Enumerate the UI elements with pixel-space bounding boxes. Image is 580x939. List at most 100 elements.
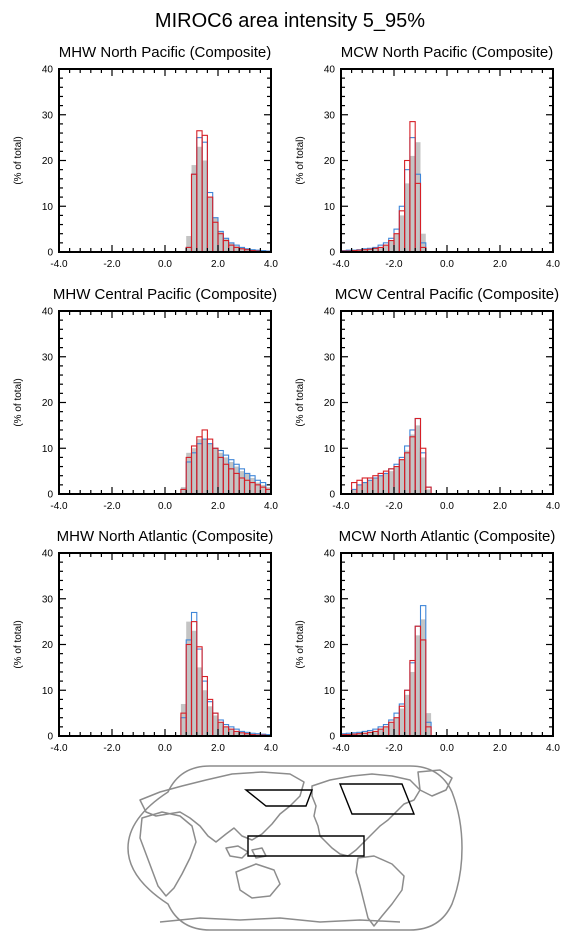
x-tick-label: 4.0 bbox=[546, 743, 560, 754]
histogram-bar bbox=[409, 671, 416, 736]
y-tick-label: 10 bbox=[324, 686, 336, 697]
y-axis-label: (% of total) bbox=[13, 136, 24, 184]
histogram-bar bbox=[218, 231, 224, 252]
coastline-australia bbox=[235, 863, 281, 899]
histogram-bar bbox=[244, 473, 250, 494]
histogram-bar bbox=[415, 425, 421, 494]
region-north-atlantic bbox=[338, 783, 416, 815]
histogram-bar bbox=[425, 489, 432, 494]
y-tick-label: 0 bbox=[329, 248, 335, 259]
histogram-bar bbox=[399, 459, 405, 494]
histogram-panel: MHW Central Pacific (Composite) (% of tot… bbox=[13, 286, 278, 512]
histogram-bar bbox=[239, 247, 245, 252]
panel-title: MHW North Pacific (Composite) bbox=[59, 44, 272, 61]
histogram-bar bbox=[356, 733, 363, 736]
histogram-bar bbox=[191, 448, 197, 494]
histogram-bar bbox=[351, 733, 357, 736]
y-tick-label: 10 bbox=[42, 444, 54, 455]
histogram-bar bbox=[362, 732, 368, 736]
region-north-pacific bbox=[244, 789, 314, 807]
histogram-bar bbox=[191, 165, 197, 252]
histogram-panel: MHW North Pacific (Composite) (% of total… bbox=[13, 44, 278, 270]
x-tick-label: 2.0 bbox=[211, 501, 225, 512]
y-tick-label: 30 bbox=[324, 352, 336, 363]
y-tick-label: 0 bbox=[47, 732, 53, 743]
y-tick-label: 10 bbox=[324, 444, 336, 455]
histogram-panel: MCW Central Pacific (Composite) (% of tot… bbox=[295, 286, 560, 512]
histogram-panels: MHW North Pacific (Composite) (% of total… bbox=[13, 44, 560, 754]
x-tick-label: -2.0 bbox=[103, 259, 121, 270]
x-tick-label: 2.0 bbox=[493, 743, 507, 754]
x-tick-label: 2.0 bbox=[211, 259, 225, 270]
y-tick-label: 0 bbox=[329, 490, 335, 501]
x-tick-label: -4.0 bbox=[332, 743, 350, 754]
histogram-bar bbox=[218, 722, 224, 736]
histogram-bar bbox=[239, 471, 245, 494]
histogram-bar bbox=[409, 155, 416, 252]
x-tick-label: 4.0 bbox=[546, 259, 560, 270]
histogram-bar bbox=[362, 249, 368, 252]
plot-frame bbox=[340, 552, 554, 737]
histogram-bar bbox=[399, 215, 405, 252]
histogram-bar bbox=[255, 482, 261, 494]
histogram-bar bbox=[202, 690, 208, 736]
histogram-bar bbox=[244, 733, 250, 736]
y-tick-label: 20 bbox=[324, 398, 336, 409]
histogram-bar bbox=[202, 439, 208, 494]
y-tick-label: 40 bbox=[42, 549, 54, 560]
x-tick-label: 4.0 bbox=[546, 501, 560, 512]
y-tick-label: 0 bbox=[329, 732, 335, 743]
histogram-bar bbox=[228, 729, 234, 736]
coastline-antarctica bbox=[159, 917, 401, 923]
histogram-bar bbox=[186, 452, 192, 494]
histogram-bar bbox=[415, 635, 421, 736]
y-axis-label: (% of total) bbox=[13, 378, 24, 426]
histogram-bar bbox=[223, 457, 229, 494]
histogram-panel: MCW North Atlantic (Composite) (% of tota… bbox=[295, 528, 560, 754]
histogram-bar bbox=[212, 217, 218, 252]
y-tick-label: 40 bbox=[42, 307, 54, 318]
y-tick-label: 40 bbox=[324, 307, 336, 318]
histogram-bar bbox=[372, 248, 379, 252]
histogram-bar bbox=[249, 477, 256, 494]
coastline-greenland bbox=[417, 769, 453, 797]
histogram-bar bbox=[212, 448, 218, 494]
x-tick-label: 0.0 bbox=[440, 501, 454, 512]
y-tick-label: 0 bbox=[47, 490, 53, 501]
histogram-bar bbox=[404, 450, 410, 494]
histogram-bar bbox=[378, 475, 384, 494]
y-tick-label: 30 bbox=[42, 594, 54, 605]
x-tick-label: 0.0 bbox=[158, 259, 172, 270]
histogram-bar bbox=[383, 473, 389, 494]
y-axis-label: (% of total) bbox=[13, 620, 24, 668]
histogram-bar bbox=[367, 249, 373, 252]
panel-title: MHW Central Pacific (Composite) bbox=[53, 286, 277, 303]
histogram-bar bbox=[186, 621, 192, 736]
y-tick-label: 30 bbox=[42, 352, 54, 363]
histogram-bar bbox=[202, 160, 208, 252]
histogram-bar bbox=[260, 484, 266, 494]
histogram-bar bbox=[399, 708, 405, 736]
plot-frame bbox=[58, 68, 272, 253]
y-axis-label: (% of total) bbox=[295, 136, 306, 184]
map-boundary bbox=[127, 765, 463, 931]
x-tick-label: 0.0 bbox=[440, 743, 454, 754]
y-tick-label: 20 bbox=[324, 640, 336, 651]
histogram-bar bbox=[180, 487, 187, 494]
histogram-bar bbox=[362, 482, 368, 494]
histogram-bar bbox=[351, 489, 357, 494]
x-tick-label: 2.0 bbox=[493, 259, 507, 270]
y-tick-label: 0 bbox=[47, 248, 53, 259]
x-tick-label: -2.0 bbox=[385, 743, 403, 754]
y-tick-label: 10 bbox=[324, 202, 336, 213]
histogram-bar bbox=[196, 146, 203, 252]
x-tick-label: 0.0 bbox=[158, 501, 172, 512]
y-tick-label: 30 bbox=[324, 594, 336, 605]
y-axis-label: (% of total) bbox=[295, 378, 306, 426]
histogram-bar bbox=[383, 245, 389, 252]
x-tick-label: -2.0 bbox=[103, 743, 121, 754]
histogram-bar bbox=[388, 471, 394, 494]
histogram-bar bbox=[425, 713, 432, 736]
coastlines bbox=[139, 769, 453, 927]
